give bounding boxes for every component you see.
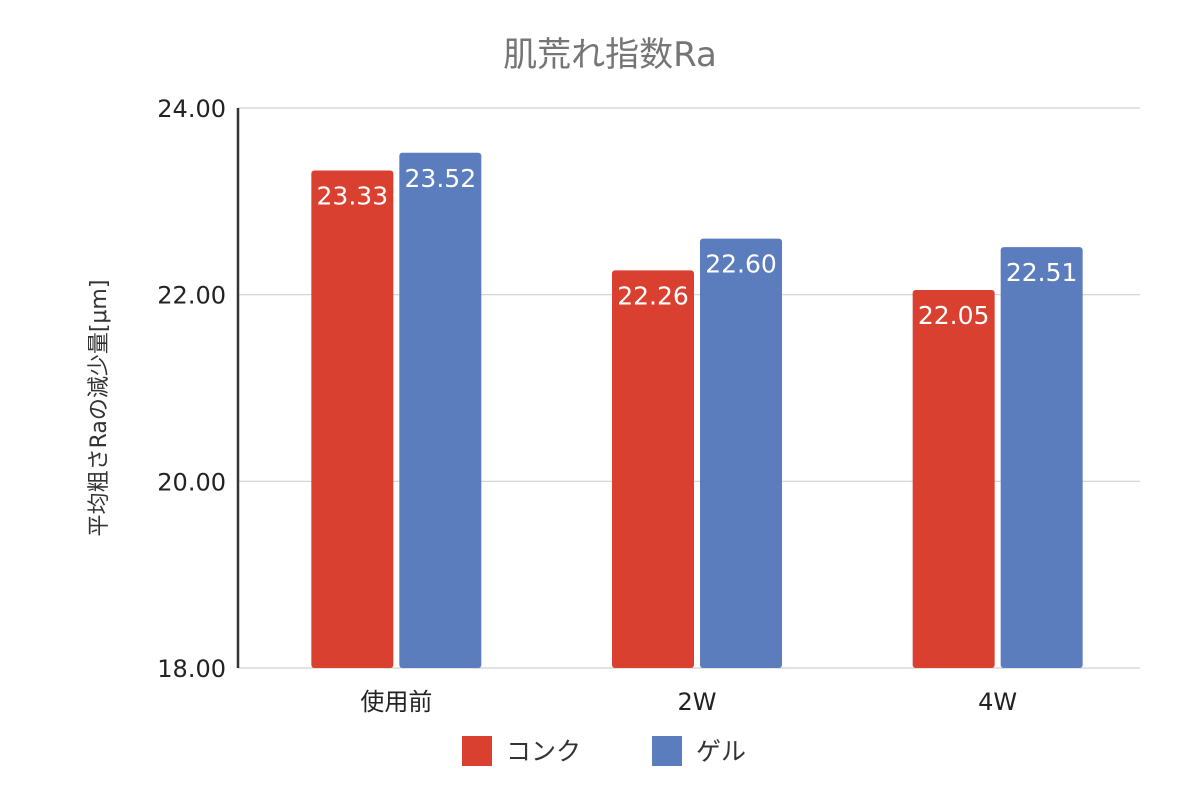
y-tick-label: 22.00 <box>157 282 226 310</box>
x-tick-label: 4W <box>978 688 1017 716</box>
data-label: 23.52 <box>405 164 477 193</box>
legend: コンク ゲル <box>462 736 746 766</box>
data-label: 22.51 <box>1006 258 1078 287</box>
bars: 23.33 23.52 22.26 22.60 22.05 22.51 <box>311 152 1083 669</box>
legend-label: コンク <box>506 737 581 766</box>
bar <box>399 152 482 669</box>
bar <box>912 290 995 668</box>
x-axis-ticks: 使用前 2W 4W <box>360 688 1017 716</box>
legend-swatch <box>462 736 492 766</box>
bar <box>311 170 394 669</box>
x-tick-label: 使用前 <box>360 688 432 716</box>
data-label: 22.60 <box>705 250 777 279</box>
data-label: 22.05 <box>918 301 990 330</box>
bar <box>1000 247 1083 669</box>
bar <box>700 238 782 668</box>
chart-title: 肌荒れ指数Ra <box>503 35 717 75</box>
x-tick-label: 2W <box>678 688 717 716</box>
legend-swatch <box>652 736 682 766</box>
legend-label: ゲル <box>696 737 746 766</box>
y-tick-label: 20.00 <box>157 468 226 496</box>
data-label: 23.33 <box>317 182 389 211</box>
data-label: 22.26 <box>617 281 689 310</box>
bar <box>612 270 694 668</box>
y-axis-label: 平均粗さRaの減少量[μm] <box>87 280 112 537</box>
y-tick-label: 18.00 <box>157 655 226 683</box>
y-tick-label: 24.00 <box>157 95 226 123</box>
y-axis-ticks: 18.00 20.00 22.00 24.00 <box>157 95 226 683</box>
